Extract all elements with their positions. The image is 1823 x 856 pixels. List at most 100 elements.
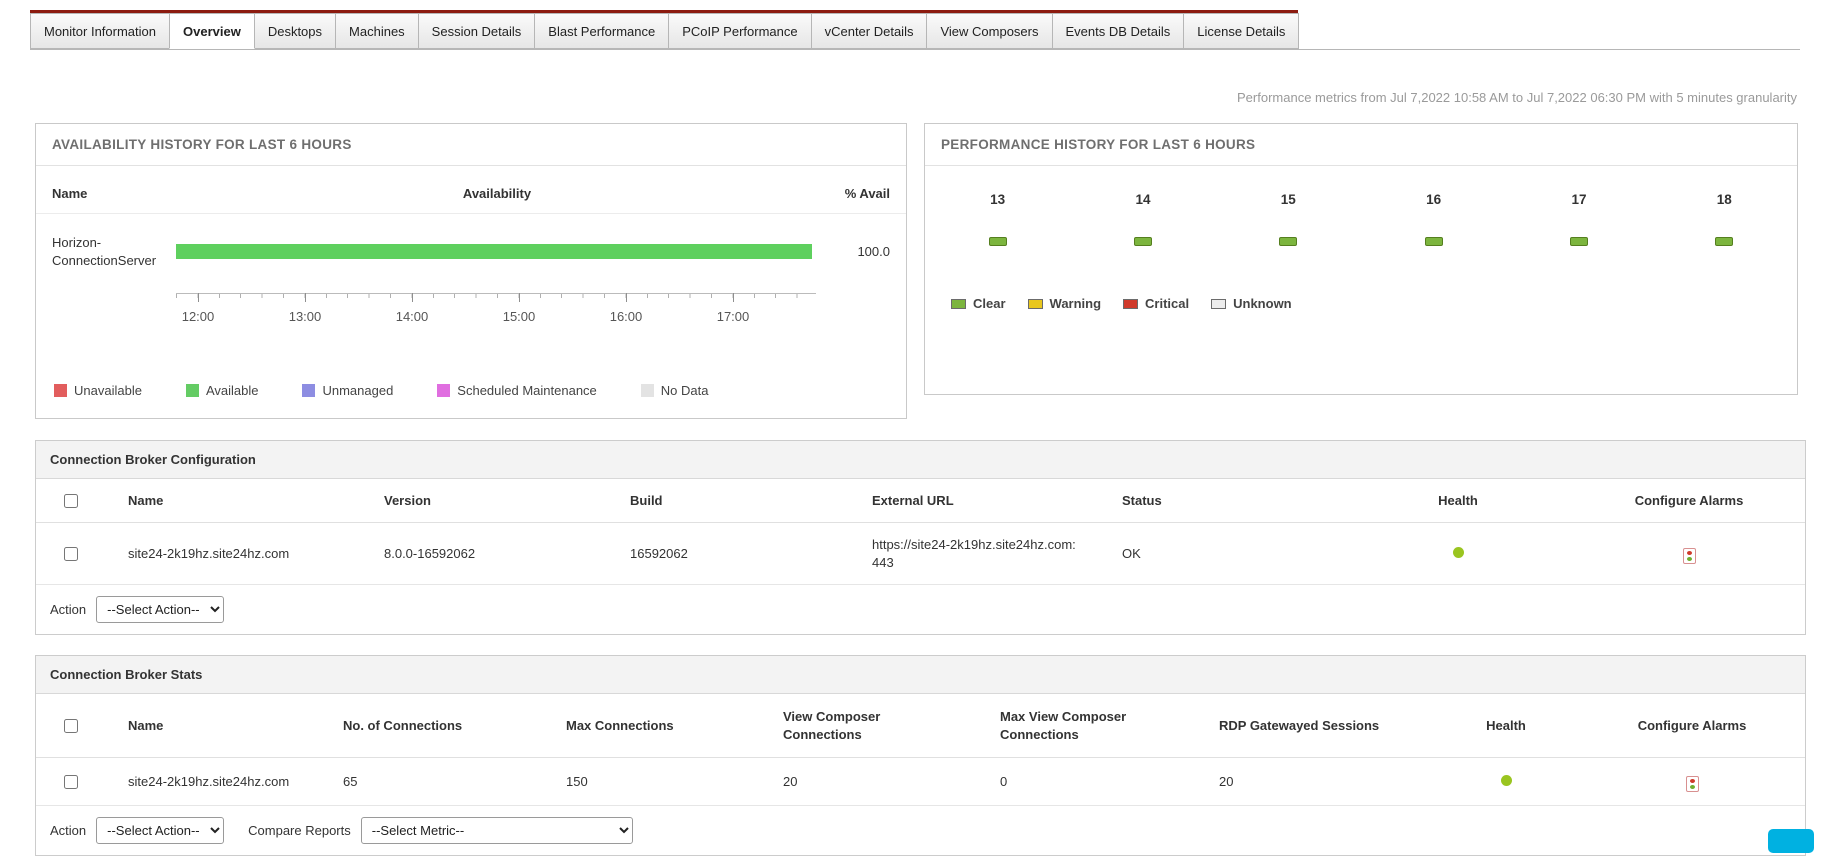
- stats-row-connections: 65: [343, 774, 358, 790]
- legend-label: Critical: [1145, 296, 1190, 311]
- legend-label: Available: [205, 383, 259, 398]
- tab-overview[interactable]: Overview: [169, 13, 255, 49]
- tab-session-details[interactable]: Session Details: [417, 13, 536, 49]
- legend-item-no-data: No Data: [640, 383, 709, 398]
- legend-item-available: Available: [185, 383, 259, 398]
- stats-table-header: Name No. of Connections Max Connections …: [36, 694, 1805, 759]
- tab-blast-performance[interactable]: Blast Performance: [534, 13, 670, 49]
- legend-item-scheduled-maintenance: Scheduled Maintenance: [437, 383, 597, 398]
- warning-swatch: [1027, 298, 1043, 309]
- status-square-hour-18[interactable]: [1715, 237, 1734, 246]
- stats-row-checkbox[interactable]: [64, 775, 78, 790]
- legend-label: Clear: [973, 296, 1006, 311]
- time-axis: 12:00 13:00 14:00 15:00 16:00 17:00: [176, 293, 816, 327]
- tab-events-db-details[interactable]: Events DB Details: [1051, 13, 1185, 49]
- config-col-configure-alarms: Configure Alarms: [1634, 493, 1744, 508]
- performance-metrics-note: Performance metrics from Jul 7,2022 10:5…: [1237, 90, 1797, 105]
- axis-major-ticks: [176, 293, 816, 303]
- tab-license-details[interactable]: License Details: [1183, 13, 1300, 49]
- stats-col-configure-alarms: Configure Alarms: [1637, 718, 1747, 734]
- availability-bar[interactable]: [176, 244, 812, 260]
- unknown-swatch: [1211, 298, 1227, 309]
- config-col-version: Version: [384, 493, 431, 508]
- axis-tick-label: 16:00: [609, 309, 643, 325]
- connection-broker-configuration-section: Connection Broker Configuration Name Ver…: [35, 440, 1806, 636]
- availability-monitor-name: Horizon-ConnectionServer: [52, 235, 157, 268]
- hour-label: 15: [1280, 192, 1296, 207]
- stats-action-select[interactable]: --Select Action--: [96, 817, 225, 845]
- config-row-external-url: https://site24-2k19hz.site24hz.com:443: [872, 537, 1076, 570]
- config-action-bar: Action --Select Action--: [36, 585, 1805, 634]
- axis-tick-label: 12:00: [181, 309, 215, 325]
- stats-row-view-composer-connections: 20: [783, 774, 798, 790]
- chat-widget-button[interactable]: [1768, 829, 1814, 853]
- tab-machines[interactable]: Machines: [335, 13, 419, 49]
- stats-col-name: Name: [128, 718, 164, 734]
- config-action-select[interactable]: --Select Action--: [96, 596, 225, 624]
- status-square-hour-13[interactable]: [988, 237, 1007, 246]
- stats-col-view-composer-connections: View Composer Connections: [783, 709, 881, 742]
- legend-label: Scheduled Maintenance: [457, 383, 597, 398]
- availability-col-pct: % Avail: [844, 186, 890, 201]
- config-col-external-url: External URL: [872, 493, 954, 508]
- stats-col-max-connections: Max Connections: [566, 718, 674, 734]
- tab-underline: [30, 49, 1800, 50]
- config-col-health: Health: [1438, 493, 1478, 508]
- tab-monitor-information[interactable]: Monitor Information: [30, 13, 170, 49]
- hour-label: 16: [1426, 192, 1442, 207]
- stats-row-max-view-composer-connections: 0: [1000, 774, 1008, 790]
- available-swatch: [185, 384, 199, 397]
- clear-swatch: [951, 298, 966, 309]
- stats-select-all-checkbox[interactable]: [64, 719, 78, 734]
- axis-tick-label: 14:00: [395, 309, 429, 325]
- config-row-version: 8.0.0-16592062: [384, 546, 476, 562]
- config-select-all-checkbox[interactable]: [64, 494, 78, 509]
- tab-vcenter-details[interactable]: vCenter Details: [810, 13, 928, 49]
- availability-bar-track: [176, 244, 818, 260]
- configure-alarms-icon[interactable]: [1682, 548, 1696, 565]
- legend-label: Warning: [1049, 296, 1102, 311]
- availability-panel-title: AVAILABILITY HISTORY FOR LAST 6 HOURS: [36, 124, 906, 166]
- legend-label: Unknown: [1233, 296, 1292, 311]
- status-square-hour-14[interactable]: [1133, 237, 1152, 246]
- config-section-title: Connection Broker Configuration: [36, 441, 1805, 479]
- legend-label: Unmanaged: [322, 383, 394, 398]
- compare-metric-select[interactable]: --Select Metric--: [360, 817, 633, 845]
- hour-label: 18: [1716, 192, 1732, 207]
- availability-legend: Unavailable Available Unmanaged Schedule…: [54, 383, 709, 398]
- legend-item-clear: Clear: [951, 296, 1006, 311]
- status-square-hour-16[interactable]: [1424, 237, 1443, 246]
- performance-hour-labels: 13 14 15 16 17 18: [925, 192, 1797, 207]
- stats-table-row: site24-2k19hz.site24hz.com 65 150 20 0 2…: [36, 758, 1805, 807]
- tab-view-composers[interactable]: View Composers: [926, 13, 1053, 49]
- stats-col-max-view-composer-connections: Max View Composer Connections: [1000, 709, 1127, 742]
- availability-history-panel: AVAILABILITY HISTORY FOR LAST 6 HOURS Na…: [35, 123, 907, 419]
- status-square-hour-15[interactable]: [1279, 237, 1298, 246]
- config-table-header: Name Version Build External URL Status H…: [36, 479, 1805, 523]
- stats-action-label: Action: [50, 823, 87, 839]
- stats-section-title: Connection Broker Stats: [36, 656, 1805, 694]
- hour-label: 17: [1571, 192, 1587, 207]
- axis-tick-label: 17:00: [716, 309, 750, 325]
- health-status-icon[interactable]: [1500, 775, 1512, 787]
- performance-history-panel: PERFORMANCE HISTORY FOR LAST 6 HOURS 13 …: [924, 123, 1798, 395]
- availability-percent: 100.0: [857, 244, 890, 260]
- status-square-hour-17[interactable]: [1569, 237, 1588, 246]
- tab-pcoip-performance[interactable]: PCoIP Performance: [668, 13, 812, 49]
- stats-row-name: site24-2k19hz.site24hz.com: [128, 774, 290, 790]
- stats-col-connections: No. of Connections: [343, 718, 463, 734]
- config-table-row: site24-2k19hz.site24hz.com 8.0.0-1659206…: [36, 523, 1805, 586]
- config-row-checkbox[interactable]: [64, 547, 78, 562]
- config-row-status: OK: [1122, 546, 1141, 562]
- legend-label: No Data: [660, 383, 709, 398]
- configure-alarms-icon[interactable]: [1685, 776, 1699, 793]
- config-col-status: Status: [1122, 493, 1162, 508]
- availability-col-availability: Availability: [462, 186, 532, 201]
- critical-swatch: [1123, 298, 1139, 309]
- config-row-name: site24-2k19hz.site24hz.com: [128, 546, 290, 562]
- health-status-icon[interactable]: [1452, 547, 1464, 559]
- tab-desktops[interactable]: Desktops: [253, 13, 337, 49]
- performance-legend: Clear Warning Critical Unknown: [951, 296, 1797, 311]
- stats-action-bar: Action --Select Action-- Compare Reports…: [36, 806, 1805, 855]
